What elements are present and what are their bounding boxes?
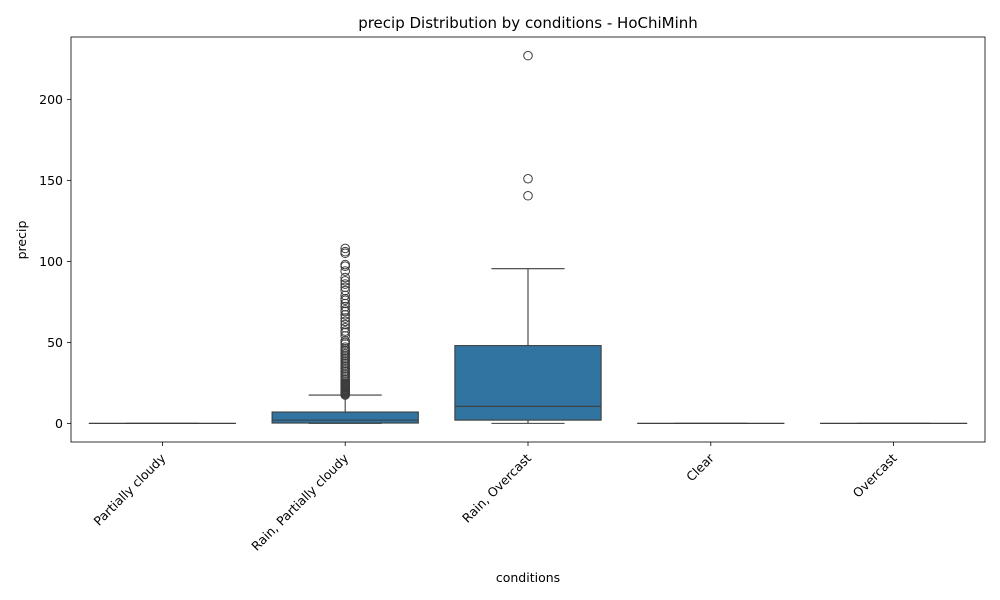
- box: [271, 411, 419, 424]
- box-group: [454, 50, 602, 424]
- x-tick-label: Partially cloudy: [90, 450, 168, 528]
- y-tick-label: 0: [55, 416, 63, 431]
- y-tick-label: 100: [39, 254, 63, 269]
- outlier-point: [340, 310, 351, 320]
- outlier-point: [340, 305, 351, 315]
- outlier-point: [340, 266, 351, 276]
- outlier-point: [340, 259, 351, 270]
- outlier-point: [340, 285, 351, 296]
- axes: 0 50 100 150 200 Partially cloudy Rain, Partia…: [39, 92, 900, 554]
- x-tick-label: Clear: [683, 450, 717, 484]
- outlier-point: [340, 326, 351, 336]
- outlier-point: [340, 316, 351, 327]
- box-group: [271, 243, 419, 424]
- plot-area: [88, 50, 968, 424]
- x-tick-label: Overcast: [850, 450, 900, 500]
- box: [454, 345, 602, 421]
- outlier-point: [340, 243, 351, 254]
- outlier-point: [340, 279, 351, 289]
- outlier-point: [340, 272, 351, 283]
- y-tick-label: 50: [47, 335, 63, 350]
- y-tick-label: 200: [39, 92, 63, 107]
- outlier-point: [340, 319, 351, 330]
- chart-title: precip Distribution by conditions - HoCh…: [358, 14, 698, 32]
- outlier-point: [340, 322, 351, 333]
- x-tick-label: Rain, Overcast: [459, 450, 534, 525]
- y-tick-label: 150: [39, 173, 63, 188]
- y-axis-label: precip: [14, 221, 29, 260]
- outlier-point: [523, 50, 533, 61]
- outlier-point: [340, 282, 351, 293]
- x-tick-label: Rain, Partially cloudy: [248, 450, 352, 554]
- outlier-point: [340, 246, 351, 257]
- outlier-point: [340, 276, 351, 286]
- outlier-point: [523, 173, 533, 184]
- outlier-point: [340, 342, 351, 353]
- outlier-point: [523, 190, 533, 201]
- x-axis-label: conditions: [496, 570, 560, 585]
- outlier-point: [340, 298, 351, 309]
